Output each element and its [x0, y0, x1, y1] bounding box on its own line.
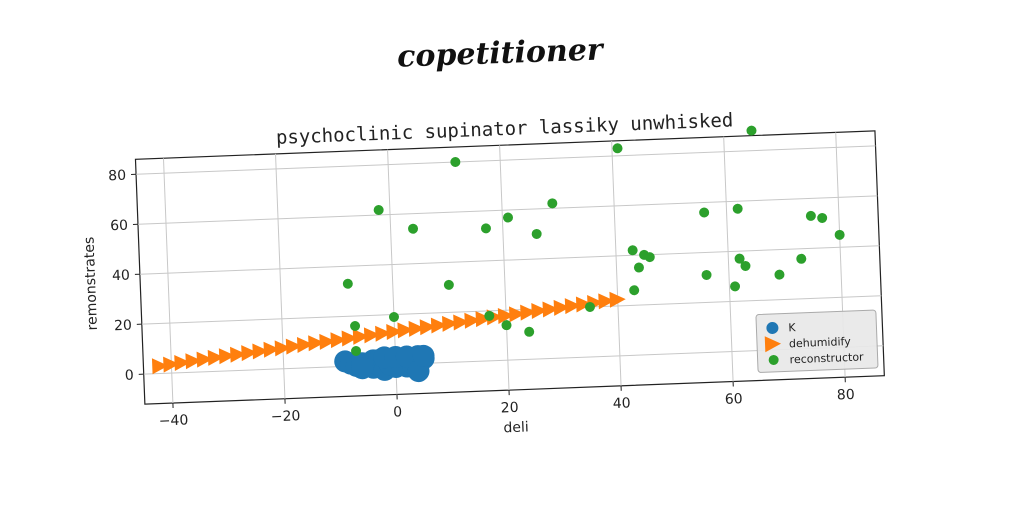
y-gridline — [136, 146, 875, 174]
data-point — [524, 327, 534, 337]
data-point — [373, 205, 383, 215]
data-point — [730, 281, 740, 291]
data-point — [612, 143, 622, 153]
x-tick-label: −20 — [271, 408, 301, 425]
data-point — [503, 212, 513, 222]
legend-label: dehumidify — [789, 335, 852, 350]
series-layer — [144, 122, 850, 392]
y-tick-label: 60 — [110, 218, 128, 235]
data-point — [450, 157, 460, 167]
data-point — [389, 312, 399, 322]
legend: Kdehumidifyreconstructor — [756, 310, 878, 373]
data-point — [834, 230, 844, 240]
data-point — [408, 224, 418, 234]
data-point — [701, 270, 711, 280]
x-axis-label: deli — [503, 419, 529, 436]
x-tick-label: 20 — [500, 400, 518, 417]
data-point — [531, 229, 541, 239]
data-point — [627, 245, 637, 255]
chart-title: psychoclinic supinator lassiky unwhisked — [276, 109, 734, 149]
x-gridline — [500, 145, 509, 390]
x-gridline — [612, 141, 621, 386]
data-point — [774, 269, 784, 279]
data-point — [634, 262, 644, 272]
data-point — [806, 211, 816, 221]
x-gridline — [724, 137, 733, 382]
ticks: −40 −20 0 20 40 60 80 0 20 40 60 80 — [108, 140, 855, 431]
data-point — [481, 223, 491, 233]
data-point — [343, 279, 353, 289]
data-point — [732, 204, 742, 214]
x-gridline — [276, 154, 285, 399]
y-axis-label: remonstrates — [81, 236, 101, 330]
data-point — [746, 125, 756, 135]
x-tick-label: 40 — [613, 395, 631, 412]
y-tick-label: 20 — [114, 318, 132, 335]
y-tick-label: 40 — [112, 268, 130, 285]
y-gridline — [140, 246, 879, 274]
data-point — [629, 285, 639, 295]
data-point — [350, 321, 360, 331]
y-tick-label: 0 — [125, 368, 135, 384]
data-point — [817, 213, 827, 223]
data-point — [444, 280, 454, 290]
x-tick-label: 0 — [393, 404, 403, 420]
data-point — [547, 198, 557, 208]
plot-area: −40 −20 0 20 40 60 80 0 20 40 60 80 psychoclinic su… — [77, 104, 886, 452]
x-tick-label: 60 — [725, 391, 743, 408]
legend-label: K — [788, 321, 796, 334]
series-0 — [334, 344, 436, 385]
y-tick-label: 80 — [108, 168, 126, 185]
x-tick-label: 80 — [837, 387, 855, 404]
data-point — [699, 207, 709, 217]
x-tick-label: −40 — [159, 412, 189, 429]
data-point — [796, 254, 806, 264]
